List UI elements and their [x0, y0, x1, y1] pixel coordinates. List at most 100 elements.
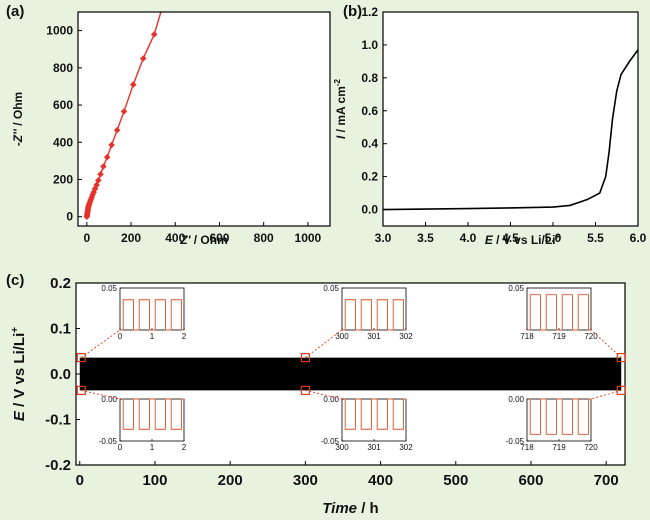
zoom-connector-line	[81, 389, 121, 400]
panel-b-y-tick-label: 0.4	[361, 137, 378, 151]
inset-x-tick-label: 1	[150, 332, 155, 341]
panel-b-y-tick-label: 0.0	[361, 203, 378, 217]
inset-y-tick-label: -0.05	[321, 437, 340, 446]
panel-c-x-tick-label: 700	[594, 472, 619, 489]
panel-b-x-axis-symbol: E	[485, 233, 494, 247]
zoom-marker-box	[616, 353, 626, 363]
panel-c-y-tick-label: 0.2	[50, 275, 71, 292]
inset-y-tick-label: 0.05	[323, 284, 339, 293]
inset-x-tick-label: 2	[182, 443, 187, 452]
inset-x-tick-label: 720	[584, 332, 598, 341]
inset-x-tick-label: 300	[335, 332, 349, 341]
panel-b-x-tick-label: 5.0	[545, 231, 562, 245]
panel-a-x-axis-unit: / Ohm	[190, 233, 227, 247]
panel-a-x-tick-label: 200	[121, 231, 141, 245]
panel-a-x-tick-label: 800	[254, 231, 274, 245]
panel-b-x-tick-label: 5.5	[587, 231, 604, 245]
inset-x-tick-label: 0	[118, 443, 123, 452]
panel-a-plot-area	[78, 12, 330, 226]
inset-y-tick-label: 0.00	[323, 395, 339, 404]
panel-a-data-point	[103, 153, 111, 161]
panel-b-x-tick-label: 4.0	[460, 231, 477, 245]
zoom-marker-box	[616, 385, 626, 395]
panel-a-x-tick-label: 1000	[295, 231, 322, 245]
inset-y-tick-label: 0.05	[508, 284, 524, 293]
inset-x-tick-label: 0	[118, 332, 123, 341]
panel-c-y-tick-label: 0.0	[50, 366, 71, 383]
panel-a-data-point	[100, 163, 107, 170]
panel-a-frame	[77, 11, 331, 227]
panel-a-x-tick-label: 400	[165, 231, 185, 245]
panel-a-x-axis-symbol: Z'	[179, 233, 191, 247]
panel-c-y-axis-symbol: E	[11, 410, 28, 421]
panel-a-y-tick-label: 600	[53, 98, 73, 112]
inset-x-tick-label: 719	[552, 443, 566, 452]
panel-c-y-tick-label: 0.1	[50, 321, 71, 338]
panel-a-data-point	[108, 141, 115, 149]
inset-x-tick-label: 300	[335, 443, 349, 452]
panel-a-y-axis-unit: / Ohm	[11, 92, 25, 129]
inset-y-tick-label: 0.00	[101, 395, 117, 404]
panel-a-x-axis-label: Z' / Ohm	[179, 233, 228, 247]
inset-y-tick-label: -0.05	[99, 437, 118, 446]
inset-x-tick-label: 301	[367, 443, 381, 452]
panel-b-x-axis-superscript: +	[556, 232, 561, 241]
panel-c-x-axis-unit: / h	[357, 500, 379, 517]
panel-b-x-tick-label: 6.0	[630, 231, 647, 245]
panel-b-y-tick-label: 0.8	[361, 71, 378, 85]
panel-c-x-axis-label: Time / h	[322, 500, 378, 517]
inset-voltage-trace	[527, 398, 591, 435]
panel-a-y-axis-label: -Z'' / Ohm	[11, 92, 25, 146]
inset-frame	[119, 398, 185, 442]
panel-a-x-tick-label: 600	[209, 231, 229, 245]
panel-b-frame	[382, 11, 639, 227]
panel-a-label: (a)	[6, 3, 24, 20]
inset-x-tick-label: 302	[399, 443, 413, 452]
panel-a-x-tick-label: 0	[83, 231, 90, 245]
panel-b-x-axis-unit: / V vs Li/Li	[493, 233, 556, 247]
panel-b-y-tick-label: 0.2	[361, 170, 378, 184]
panel-b-x-tick-label: 3.0	[375, 231, 392, 245]
panel-c-y-tick-label: -0.1	[45, 412, 71, 429]
panel-b-y-axis-symbol: I	[334, 135, 348, 139]
panel-b-y-axis-unit: / mA cm	[334, 86, 348, 136]
panel-b-plot-area	[383, 12, 638, 226]
inset-x-tick-label: 302	[399, 332, 413, 341]
panel-a-y-tick-label: 400	[53, 135, 73, 149]
inset-frame	[341, 287, 407, 331]
inset-voltage-trace	[342, 398, 406, 430]
inset-x-tick-label: 719	[552, 332, 566, 341]
panel-a-data-point	[151, 31, 158, 38]
panel-a-y-axis-symbol: -Z''	[11, 128, 25, 146]
panel-b-y-tick-label: 1.2	[361, 5, 378, 19]
panel-c-y-axis-label: E / V vs Li/Li+	[10, 327, 28, 421]
inset-voltage-trace	[120, 398, 184, 430]
panel-c-x-tick-label: 400	[368, 472, 393, 489]
zoom-marker-box	[76, 353, 86, 363]
zoom-marker-box	[300, 353, 310, 363]
panel-a-y-tick-label: 1000	[46, 24, 73, 38]
inset-y-tick-label: -0.05	[506, 437, 525, 446]
panel-c-x-tick-label: 200	[218, 472, 243, 489]
panel-b-y-tick-label: 0.6	[361, 104, 378, 118]
panel-c-y-axis-unit: / V vs Li/Li	[11, 333, 28, 411]
panel-c-x-tick-label: 600	[518, 472, 543, 489]
zoom-marker-box	[300, 385, 310, 395]
panel-b-x-tick-label: 3.5	[417, 231, 434, 245]
panel-b-y-axis-label: I / mA cm-2	[333, 78, 348, 139]
panel-c-voltage-band	[79, 357, 622, 391]
inset-x-tick-label: 2	[182, 332, 187, 341]
panel-b-x-axis-label: E / V vs Li/Li+	[485, 232, 561, 247]
panel-a-data-point	[130, 81, 137, 88]
panel-c-x-tick-label: 0	[76, 472, 84, 489]
zoom-marker-box	[76, 385, 86, 395]
panel-a-data-point	[120, 108, 128, 115]
inset-x-tick-label: 1	[150, 443, 155, 452]
panel-a-data-point	[97, 171, 104, 178]
panel-b-x-tick-label: 4.5	[502, 231, 519, 245]
panel-b-y-tick-label: 1.0	[361, 38, 378, 52]
panel-c-x-tick-label: 100	[142, 472, 167, 489]
inset-x-tick-label: 720	[584, 443, 598, 452]
panel-c-label: (c)	[6, 272, 24, 289]
panel-a-data-point	[95, 177, 102, 184]
